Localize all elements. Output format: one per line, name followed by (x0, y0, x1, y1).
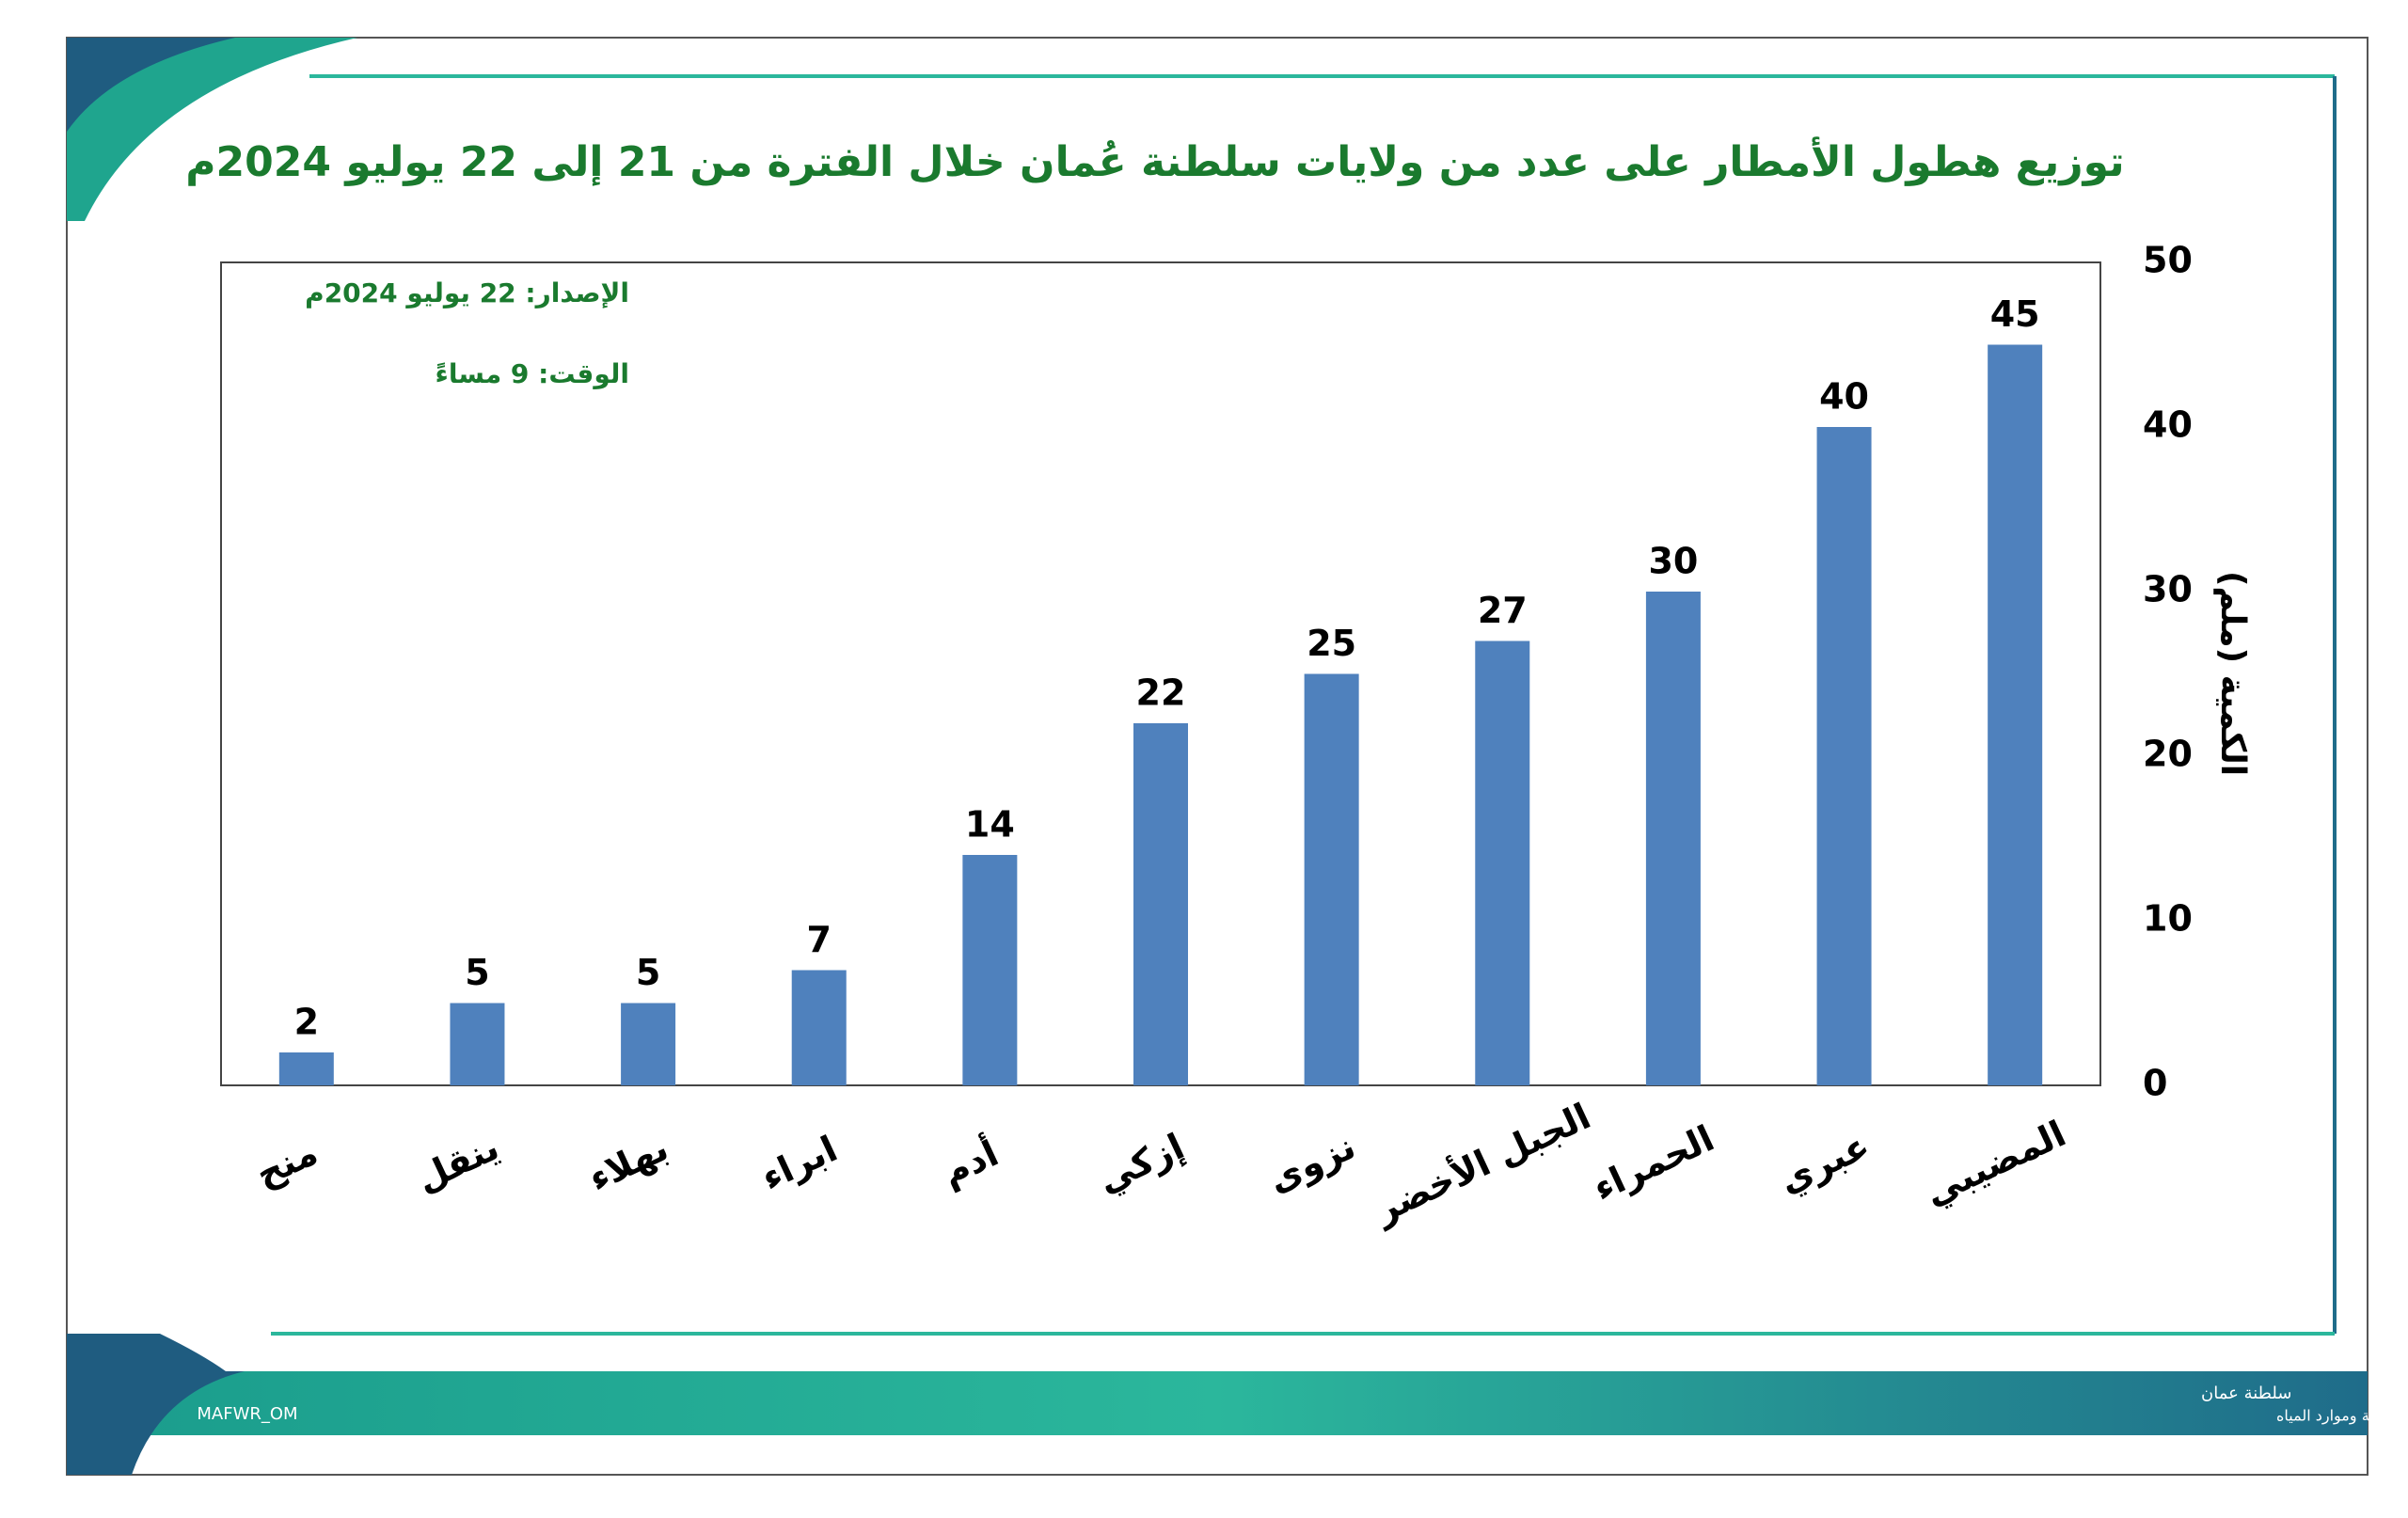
data-label: 27 (1478, 590, 1528, 631)
chart-title: توزيع هطول الأمطار على عدد من ولايات سلط… (185, 136, 2124, 186)
footer-band (67, 1371, 2368, 1435)
y-tick-label: 50 (2143, 240, 2193, 281)
bar (1475, 640, 1530, 1085)
data-label: 40 (1819, 376, 1869, 418)
footer-ministry: وزارة الثروة الزراعية والسمكية وموارد ال… (2276, 1407, 2408, 1426)
bar (1133, 723, 1188, 1085)
annotation: الوقت: 9 مساءً (436, 358, 629, 389)
bar (450, 1003, 505, 1085)
data-label: 45 (1990, 293, 2040, 335)
y-tick-label: 20 (2143, 734, 2193, 775)
bar (278, 1052, 334, 1085)
y-tick-label: 30 (2143, 569, 2193, 610)
bar (1304, 673, 1359, 1085)
data-label: 22 (1136, 672, 1186, 714)
bar (1988, 344, 2043, 1085)
bar (1816, 427, 1872, 1085)
y-tick-label: 0 (2143, 1063, 2167, 1104)
y-tick-label: 40 (2143, 404, 2193, 446)
data-label: 30 (1648, 541, 1698, 582)
corner-decoration (67, 1371, 245, 1475)
y-tick-label: 10 (2143, 898, 2193, 940)
bar (1645, 592, 1701, 1085)
data-label: 5 (465, 952, 489, 993)
bar (621, 1003, 676, 1085)
corner-decoration (67, 1334, 226, 1371)
corner-decoration (67, 38, 235, 132)
data-label: 7 (807, 919, 832, 960)
bar (962, 855, 1018, 1085)
data-label: 2 (294, 1002, 319, 1043)
y-axis-label: الكمية (ملم) (2213, 571, 2252, 776)
data-label: 5 (636, 952, 660, 993)
corner-decoration (67, 38, 357, 221)
footer-handle: MAFWR_OM (197, 1404, 297, 1424)
annotation: الإصدار: 22 يوليو 2024م (305, 277, 629, 308)
slide-frame (66, 37, 2368, 1476)
footer-org: سلطنة عمان (2201, 1384, 2291, 1403)
data-label: 14 (965, 804, 1015, 846)
bar (791, 970, 847, 1085)
data-label: 25 (1307, 623, 1356, 664)
